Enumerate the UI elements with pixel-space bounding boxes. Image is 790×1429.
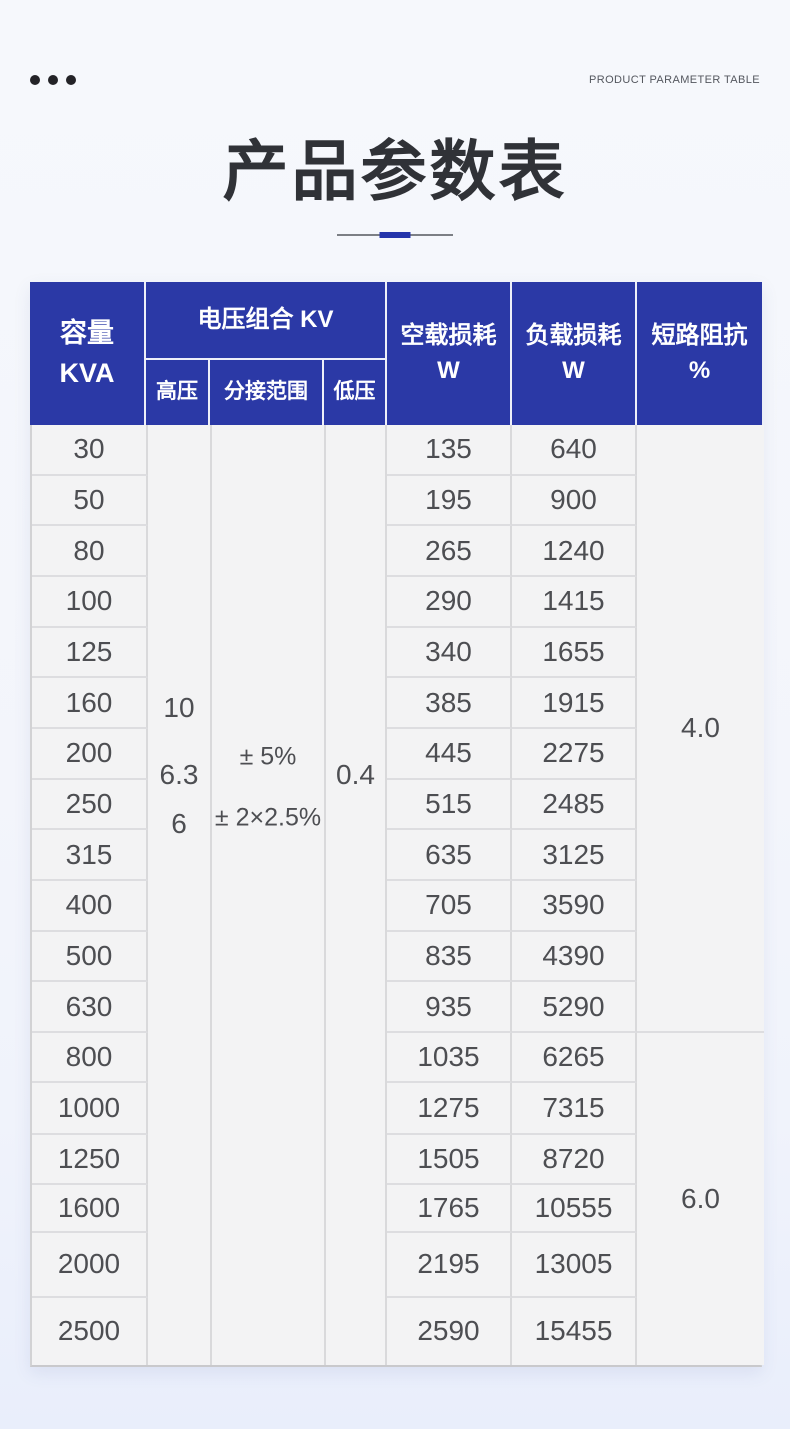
load-loss-cell: 1415	[512, 576, 637, 628]
no-load-loss-cell: 290	[387, 576, 512, 628]
header-low-voltage: 低压	[333, 380, 376, 404]
load-loss-cell: 5290	[512, 982, 637, 1033]
watermark-label: PRODUCT PARAMETER TABLE	[589, 74, 760, 86]
header-high-voltage: 高压	[146, 360, 210, 425]
capacity-cell: 250	[32, 779, 148, 831]
table-header: 容量 KVA 电压组合 KV 高压 分接范围 低压 空载损耗 W 负载损耗 W …	[30, 282, 762, 425]
no-load-loss-cell: 265	[387, 526, 512, 577]
no-load-loss-cell: 935	[387, 982, 512, 1033]
capacity-cell: 500	[32, 931, 148, 983]
capacity-cell: 1600	[32, 1184, 148, 1233]
header-no-load-loss: 空载损耗 W	[385, 282, 510, 425]
no-load-loss-cell: 705	[387, 880, 512, 932]
load-loss-cell: 10555	[512, 1184, 637, 1233]
load-loss-cell: 13005	[512, 1232, 637, 1298]
no-load-loss-cell: 135	[387, 425, 512, 476]
capacity-cell: 800	[32, 1032, 148, 1083]
load-loss-cell: 640	[512, 425, 637, 476]
no-load-loss-cell: 1035	[387, 1032, 512, 1083]
no-load-loss-cell: 515	[387, 779, 512, 831]
no-load-loss-cell: 835	[387, 931, 512, 983]
no-load-loss-cell: 340	[387, 627, 512, 679]
capacity-cell: 100	[32, 576, 148, 628]
no-load-loss-cell: 1275	[387, 1082, 512, 1135]
menu-dots-icon	[30, 75, 76, 85]
capacity-cell: 1250	[32, 1134, 148, 1185]
header-impedance-line2: %	[688, 356, 711, 384]
no-load-loss-cell: 385	[387, 678, 512, 729]
capacity-cell: 30	[32, 425, 148, 476]
load-loss-cell: 1915	[512, 678, 637, 729]
header-capacity-line1: 容量	[60, 318, 114, 349]
title-divider	[337, 232, 453, 238]
capacity-cell: 400	[32, 880, 148, 932]
page-title: 产品参数表	[222, 134, 568, 208]
no-load-loss-cell: 635	[387, 830, 512, 881]
capacity-cell: 1000	[32, 1082, 148, 1135]
load-loss-cell: 3125	[512, 830, 637, 881]
capacity-cell: 80	[32, 526, 148, 577]
high-voltage-merged-cell-value: 6	[171, 807, 187, 839]
capacity-cell: 2000	[32, 1232, 148, 1298]
tap-range-merged-cell-value: ± 2×2.5%	[214, 803, 322, 832]
impedance-merged-cell: 4.0	[637, 425, 764, 1033]
load-loss-cell: 2485	[512, 779, 637, 831]
no-load-loss-cell: 1765	[387, 1184, 512, 1233]
header-impedance: 短路阻抗 %	[635, 282, 762, 425]
high-voltage-merged-cell-value: 6.3	[159, 758, 199, 790]
header-capacity-line2: KVA	[59, 357, 115, 388]
tap-range-merged-cell: ± 5% ± 2×2.5%	[212, 425, 326, 1365]
header-no-load-loss-line1: 空载损耗	[400, 321, 497, 349]
header-load-loss: 负载损耗 W	[510, 282, 635, 425]
load-loss-cell: 15455	[512, 1297, 637, 1365]
high-voltage-merged-cell-value: 10	[163, 691, 195, 723]
capacity-cell: 50	[32, 475, 148, 527]
load-loss-cell: 6265	[512, 1032, 637, 1083]
header-load-loss-line1: 负载损耗	[525, 321, 622, 349]
tap-range-merged-cell-value: ± 5%	[239, 742, 297, 771]
capacity-cell: 200	[32, 728, 148, 780]
load-loss-cell: 8720	[512, 1134, 637, 1185]
no-load-loss-cell: 195	[387, 475, 512, 527]
capacity-cell: 125	[32, 627, 148, 679]
load-loss-cell: 1655	[512, 627, 637, 679]
header-voltage-group: 电压组合 KV	[146, 282, 385, 360]
no-load-loss-cell: 445	[387, 728, 512, 780]
load-loss-cell: 4390	[512, 931, 637, 983]
header-load-loss-line2: W	[562, 356, 585, 384]
header-impedance-line1: 短路阻抗	[651, 321, 748, 349]
load-loss-cell: 1240	[512, 526, 637, 577]
no-load-loss-cell: 1505	[387, 1134, 512, 1185]
divider-accent	[379, 232, 411, 238]
capacity-cell: 2500	[32, 1297, 148, 1365]
header-tap-range: 分接范围	[210, 360, 324, 425]
load-loss-cell: 3590	[512, 880, 637, 932]
table-body: 30 135 640 50 195 900 80 265 1240 100 290 1415 125 34…	[30, 425, 764, 1367]
product-parameter-table: 容量 KVA 电压组合 KV 高压 分接范围 低压 空载损耗 W 负载损耗 W …	[30, 282, 764, 1367]
header-capacity: 容量 KVA	[30, 282, 146, 425]
capacity-cell: 315	[32, 830, 148, 881]
no-load-loss-cell: 2590	[387, 1297, 512, 1365]
capacity-cell: 630	[32, 982, 148, 1033]
header-no-load-loss-line2: W	[437, 356, 460, 384]
capacity-cell: 160	[32, 678, 148, 729]
no-load-loss-cell: 2195	[387, 1232, 512, 1298]
load-loss-cell: 2275	[512, 728, 637, 780]
high-voltage-merged-cell: 10 6.3 6	[148, 425, 212, 1365]
load-loss-cell: 900	[512, 475, 637, 527]
impedance-merged-cell: 6.0	[637, 1032, 764, 1365]
low-voltage-merged-cell-value: 0.4	[336, 758, 375, 790]
topbar: PRODUCT PARAMETER TABLE	[30, 70, 760, 90]
load-loss-cell: 7315	[512, 1082, 637, 1135]
low-voltage-merged-cell: 0.4	[326, 425, 387, 1365]
